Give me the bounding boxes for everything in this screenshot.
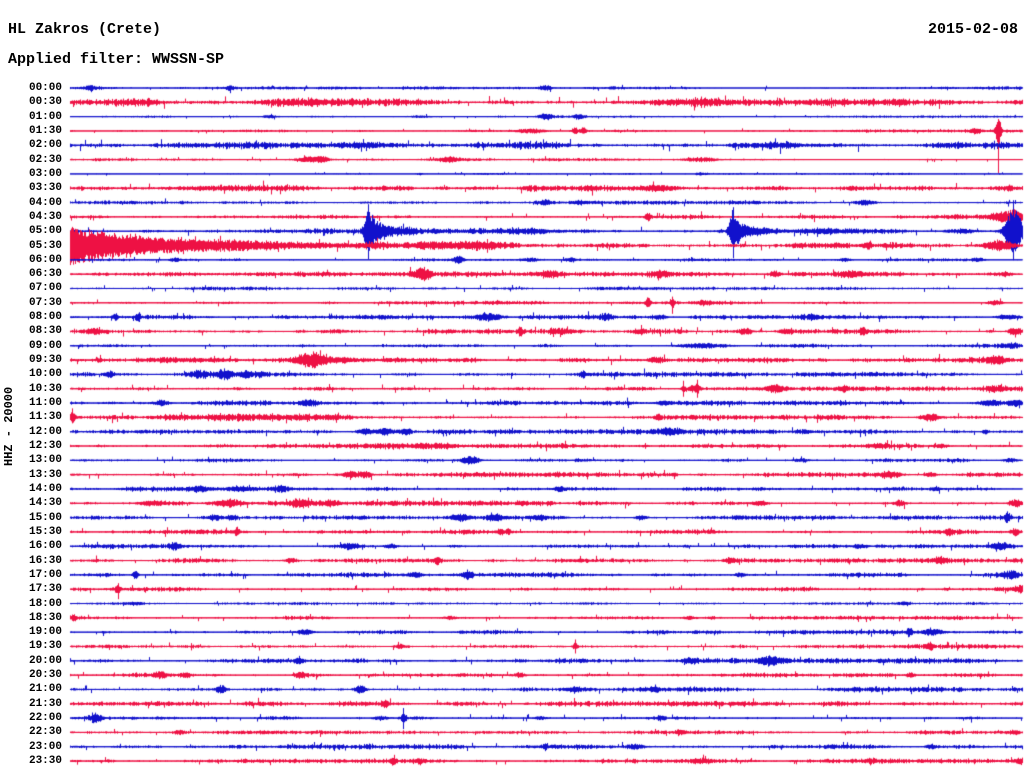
time-label: 18:30 <box>28 611 62 624</box>
time-label: 16:30 <box>28 554 62 567</box>
time-label: 07:00 <box>28 282 62 295</box>
time-label: 15:30 <box>28 525 62 538</box>
time-label: 19:00 <box>28 626 62 639</box>
time-label: 15:00 <box>28 511 62 524</box>
time-label: 22:00 <box>28 712 62 725</box>
time-label: 14:30 <box>28 497 62 510</box>
time-label: 12:00 <box>28 425 62 438</box>
time-label: 03:30 <box>28 182 62 195</box>
time-label: 04:30 <box>28 210 62 223</box>
time-label: 18:00 <box>28 597 62 610</box>
time-label: 19:30 <box>28 640 62 653</box>
time-label: 07:30 <box>28 296 62 309</box>
date-label: 2015-02-08 <box>927 21 1018 38</box>
time-label: 00:30 <box>28 96 62 109</box>
time-label: 22:30 <box>28 726 62 739</box>
time-label: 21:00 <box>28 683 62 696</box>
time-label: 20:30 <box>28 669 62 682</box>
time-label: 11:30 <box>28 411 62 424</box>
time-label: 11:00 <box>28 397 62 410</box>
time-label: 13:30 <box>28 468 62 481</box>
time-label: 20:00 <box>28 654 62 667</box>
time-label: 02:30 <box>28 153 62 166</box>
time-label: 01:30 <box>28 124 62 137</box>
time-label: 12:30 <box>28 440 62 452</box>
time-label: 06:30 <box>28 268 62 281</box>
time-label: 03:00 <box>28 167 62 180</box>
time-label: 17:00 <box>28 568 62 581</box>
time-label: 06:00 <box>28 253 62 266</box>
time-label: 01:00 <box>28 110 62 123</box>
time-label: 10:00 <box>28 368 62 381</box>
time-label: 08:00 <box>28 311 62 324</box>
time-label: 23:00 <box>28 740 62 753</box>
time-label: 13:00 <box>28 454 62 467</box>
time-label: 14:00 <box>28 482 62 495</box>
filter-label: Applied filter: WWSSN-SP <box>8 51 225 68</box>
time-label: 00:00 <box>28 82 62 94</box>
time-label: 17:30 <box>28 583 62 596</box>
time-label: 08:30 <box>28 325 62 338</box>
time-label: 05:00 <box>28 225 62 238</box>
time-label: 04:00 <box>28 196 62 209</box>
time-label: 09:00 <box>28 339 62 352</box>
time-label: 05:30 <box>28 239 62 252</box>
time-label: 21:30 <box>28 697 62 710</box>
station-title: HL Zakros (Crete) <box>8 21 162 38</box>
time-label: 16:00 <box>28 540 62 553</box>
time-label: 02:00 <box>28 139 62 152</box>
time-label: 09:30 <box>28 354 62 367</box>
time-label: 23:30 <box>28 755 62 768</box>
time-label: 10:30 <box>28 382 62 395</box>
